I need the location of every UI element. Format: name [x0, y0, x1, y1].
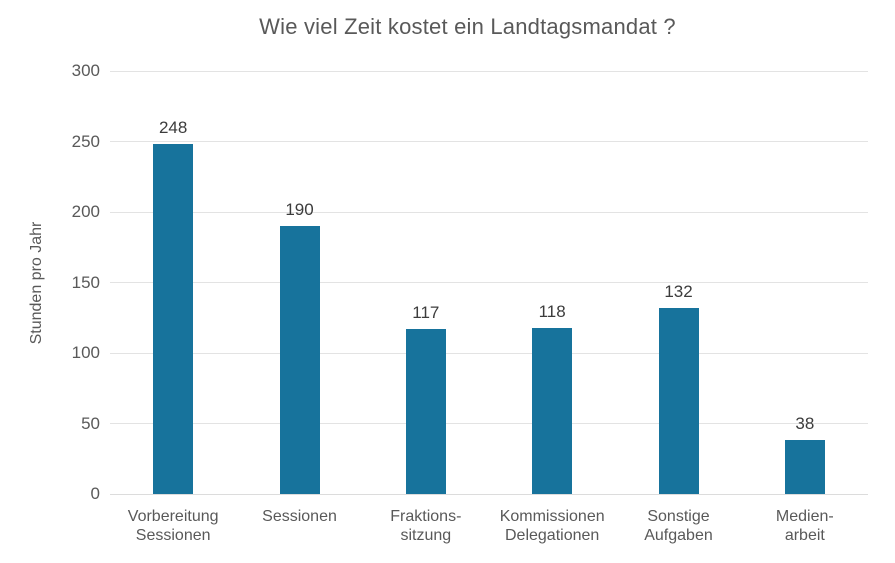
- x-tick-label-1: Sessionen: [262, 508, 337, 525]
- bar-value-label-2: 117: [412, 303, 440, 323]
- chart-title: Wie viel Zeit kostet ein Landtagsmandat …: [259, 14, 676, 39]
- gridline-y-50: [110, 423, 868, 424]
- bar-1: [279, 226, 320, 494]
- y-tick-label-300: 300: [71, 61, 100, 80]
- gridline-y-200: [110, 211, 868, 213]
- y-tick-label-150: 150: [71, 272, 100, 292]
- x-tick-label-4: Sonstige Aufgaben: [644, 508, 713, 544]
- x-tick-label-3: Kommissionen Delegationen: [499, 508, 605, 544]
- bar-3: [532, 327, 573, 494]
- y-tick-label-100: 100: [71, 343, 100, 362]
- y-tick-label-50: 50: [81, 413, 100, 433]
- bar-value-label-4: 132: [664, 281, 693, 301]
- gridline-y-300: [110, 70, 868, 72]
- y-tick-label-200: 200: [71, 202, 100, 221]
- gridline-y-0: [110, 493, 868, 495]
- y-tick-label-0: 0: [90, 484, 100, 503]
- bar-value-label-1: 190: [285, 200, 314, 220]
- gridline-y-150: [110, 282, 868, 283]
- bar-value-label-0: 248: [158, 118, 188, 138]
- x-tick-label-0: Vorbereitung Sessionen: [127, 508, 219, 544]
- bar-value-label-5: 38: [795, 414, 815, 434]
- y-tick-label-250: 250: [71, 131, 100, 151]
- x-tick-label-5: Medien- arbeit: [775, 508, 834, 544]
- gridline-y-100: [110, 352, 868, 354]
- bar-value-label-3: 118: [538, 301, 566, 321]
- x-tick-label-2: Fraktions- sitzung: [390, 508, 462, 544]
- bar-2: [405, 329, 446, 494]
- gridline-y-250: [110, 141, 868, 142]
- bar-5: [784, 440, 825, 494]
- bar-0: [153, 144, 194, 494]
- bar-4: [658, 307, 699, 494]
